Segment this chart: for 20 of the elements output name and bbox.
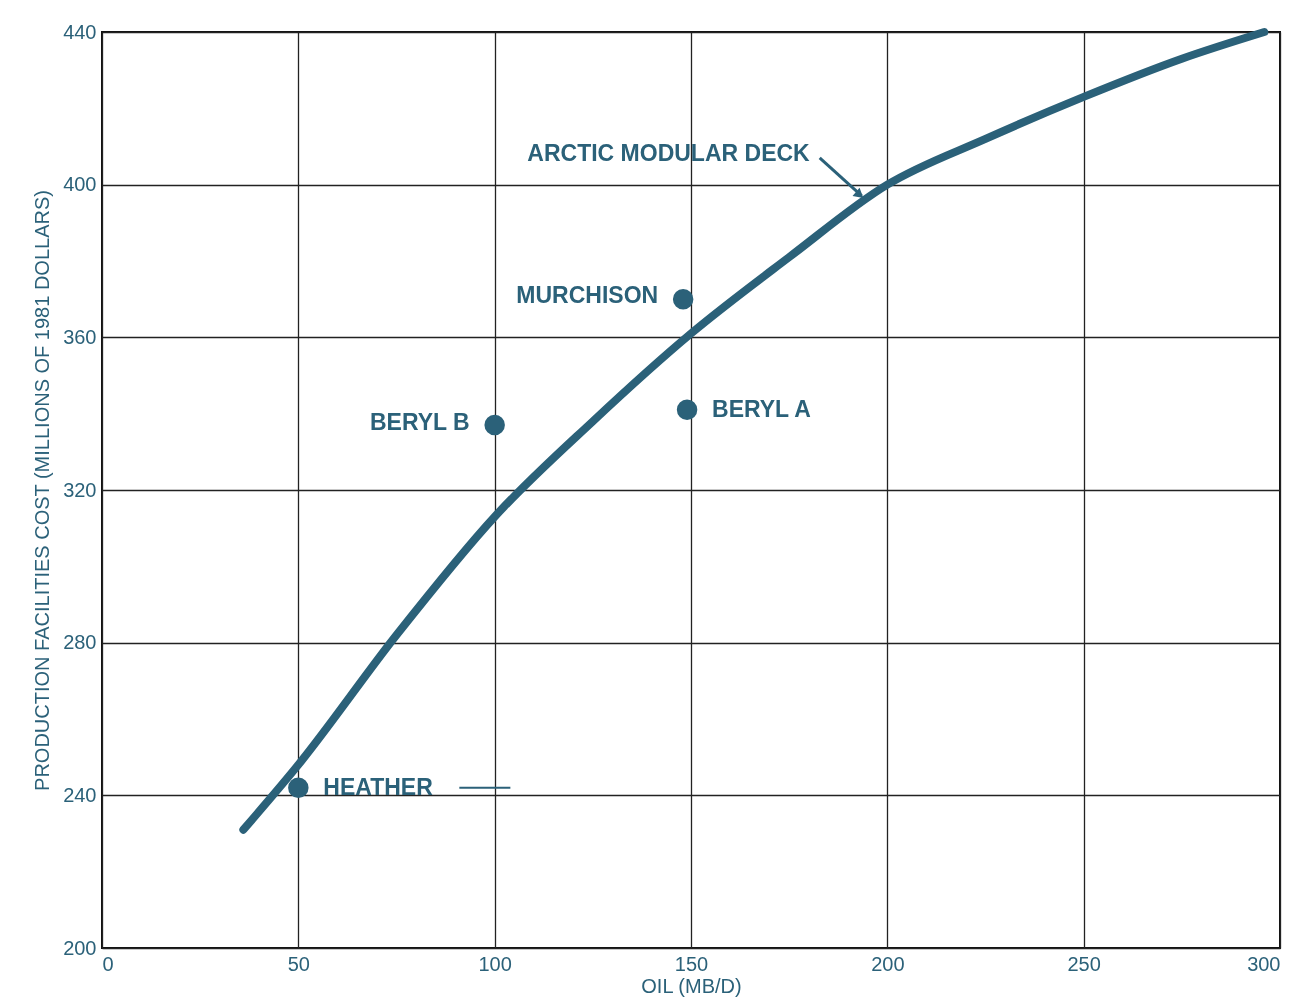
y-tick-label: 440 xyxy=(63,20,97,43)
y-tick-label: 240 xyxy=(63,783,97,806)
annotation: BERYL B xyxy=(369,409,470,436)
x-axis-title: OIL (MB/D) xyxy=(641,974,742,997)
x-tick-label: 100 xyxy=(478,952,512,975)
annotation: MURCHISON xyxy=(516,282,659,309)
x-tick-label: 250 xyxy=(1067,952,1101,975)
annotation: BERYL A xyxy=(712,395,811,422)
annotation: HEATHER xyxy=(323,773,434,800)
x-tick-label: 0 xyxy=(102,952,114,975)
x-tick-label: 300 xyxy=(1247,952,1281,975)
y-tick-label: 200 xyxy=(63,936,97,959)
x-tick-label: 150 xyxy=(674,952,709,975)
x-tick-label: 200 xyxy=(871,952,905,975)
y-tick-label: 320 xyxy=(63,478,97,501)
y-tick-label: 280 xyxy=(63,631,97,654)
y-axis-title: PRODUCTION FACILITIES COST (MILLIONS OF 1981 DOLLARS) xyxy=(31,190,54,791)
y-tick-label: 360 xyxy=(63,325,97,348)
y-tick-label: 400 xyxy=(63,173,97,196)
x-tick-label: 50 xyxy=(287,952,310,975)
